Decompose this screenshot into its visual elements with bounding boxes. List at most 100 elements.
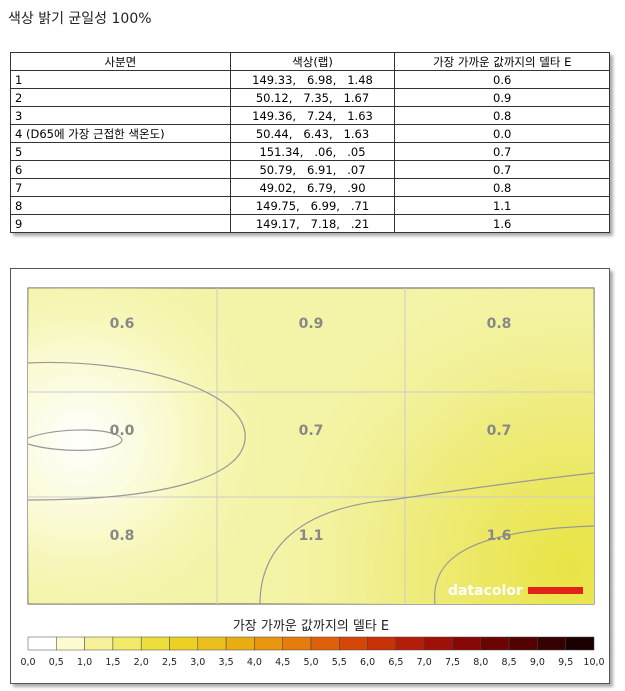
- color-swatch: [310, 636, 340, 651]
- table-row: 6 50.79, 6.91, .07 0.7: [10, 160, 610, 179]
- table-cell: 50.44, 6.43, 1.63: [229, 124, 396, 143]
- column-header: 사분면: [10, 52, 231, 71]
- table-cell: 8: [10, 196, 231, 215]
- color-swatch: [423, 636, 453, 651]
- table-cell: 149.36, 7.24, 1.63: [229, 106, 396, 125]
- table-row: 2 50.12, 7.35, 1.67 0.9: [10, 88, 610, 107]
- cell-labels: 0.6 0.9 0.8 0.0 0.7 0.7 0.8 1.1 1.6: [110, 316, 512, 544]
- cell-value: 0.8: [487, 316, 512, 332]
- scale-label: 9,0: [530, 657, 545, 668]
- cell-value: 0.7: [487, 423, 512, 439]
- color-swatch: [282, 636, 312, 651]
- table-row: 7 49.02, 6.79, .90 0.8: [10, 178, 610, 197]
- scale-label: 1,5: [105, 657, 120, 668]
- table: 사분면 색상(랩) 가장 가까운 값까지의 델타 E 1 149.33, 6.98…: [10, 52, 610, 233]
- table-cell: 1.1: [394, 196, 610, 215]
- cell-value: 1.6: [487, 528, 512, 544]
- table-cell: 0.9: [394, 88, 610, 107]
- scale-label: 6,5: [388, 657, 403, 668]
- scale-label: 0,5: [49, 657, 64, 668]
- scale-label: 5,0: [303, 657, 318, 668]
- table-cell: 49.02, 6.79, .90: [229, 178, 396, 197]
- table-body: 1 149.33, 6.98, 1.48 0.6 2 50.12, 7.35, 1.67…: [10, 70, 610, 233]
- table-cell: 5: [10, 142, 231, 161]
- color-swatch: [169, 636, 199, 651]
- scale-label: 5,5: [332, 657, 347, 668]
- table-cell: 6: [10, 160, 231, 179]
- color-swatch: [565, 636, 595, 651]
- color-swatch: [339, 636, 368, 651]
- color-swatch: [225, 636, 255, 651]
- table-cell: 50.12, 7.35, 1.67: [229, 88, 396, 107]
- header-row: 사분면 색상(랩) 가장 가까운 값까지의 델타 E: [10, 52, 610, 71]
- table-row: 4 (D65에 가장 근접한 색온도) 50.44, 6.43, 1.63 0.0: [10, 124, 610, 143]
- scale-label: 2,0: [134, 657, 149, 668]
- table-cell: 50.79, 6.91, .07: [229, 160, 396, 179]
- table-cell: 0.6: [394, 70, 610, 89]
- color-swatch: [537, 636, 566, 651]
- table-cell: 0.0: [394, 124, 610, 143]
- column-header: 색상(랩): [229, 52, 396, 71]
- table-cell: 3: [10, 106, 231, 125]
- table-row: 1 149.33, 6.98, 1.48 0.6: [10, 70, 610, 89]
- scale-label: 8,5: [502, 657, 517, 668]
- figure: datacolor 0.6 0.9 0.8 0.0 0.7 0.7 0.8 1.1 1.6 가장…: [10, 268, 610, 684]
- table-row: 5 151.34, .06, .05 0.7: [10, 142, 610, 161]
- color-swatch: [27, 636, 57, 651]
- table-row: 9 149.17, 7.18, .21 1.6: [10, 214, 610, 233]
- scale-label: 4,5: [275, 657, 290, 668]
- scale-label: 1,0: [77, 657, 92, 668]
- color-swatch: [508, 636, 538, 651]
- table-cell: 4 (D65에 가장 근접한 색온도): [10, 124, 231, 143]
- table-cell: 0.7: [394, 160, 610, 179]
- legend-title: 가장 가까운 값까지의 델타 E: [233, 619, 389, 634]
- table-cell: 0.7: [394, 142, 610, 161]
- cell-value: 0.7: [299, 423, 324, 439]
- scale-label: 10,0: [583, 657, 604, 668]
- table-cell: 2: [10, 88, 231, 107]
- scale-label: 7,5: [445, 657, 460, 668]
- scale-label: 2,5: [162, 657, 177, 668]
- color-swatch: [254, 636, 283, 651]
- title: 색상 밝기 균일성 100%: [8, 11, 152, 27]
- cell-value: 0.9: [299, 316, 324, 332]
- color-swatch: [56, 636, 85, 651]
- column-header: 가장 가까운 값까지의 델타 E: [394, 52, 610, 71]
- color-bar: 0,0 0,5 1,0 1,5 2,0 2,5 3,0 3,5 4,0 4,5 5,0 5,5 6,0 6…: [20, 636, 605, 668]
- scale-label: 7,0: [417, 657, 432, 668]
- table-row: 8 149.75, 6.99, .71 1.1: [10, 196, 610, 215]
- table-cell: 149.33, 6.98, 1.48: [229, 70, 396, 89]
- table-cell: 1: [10, 70, 231, 89]
- color-swatch: [84, 636, 114, 651]
- table-cell: 149.17, 7.18, .21: [229, 214, 396, 233]
- color-swatch: [452, 636, 482, 651]
- scale-label: 4,0: [247, 657, 262, 668]
- scale-label: 8,0: [473, 657, 488, 668]
- cell-value: 0.6: [110, 316, 135, 332]
- color-swatch: [367, 636, 397, 651]
- table-cell: 0.8: [394, 106, 610, 125]
- scale-label: 6,0: [360, 657, 375, 668]
- color-swatch: [112, 636, 142, 651]
- table-cell: 9: [10, 214, 231, 233]
- table-cell: 0.8: [394, 178, 610, 197]
- color-swatch: [480, 636, 510, 651]
- cell-value: 0.8: [110, 528, 135, 544]
- color-swatch: [395, 636, 425, 651]
- color-swatch: [197, 636, 227, 651]
- cell-value: 0.0: [110, 423, 135, 439]
- table-cell: 1.6: [394, 214, 610, 233]
- table-cell: 149.75, 6.99, .71: [229, 196, 396, 215]
- heatmap: datacolor: [27, 287, 595, 605]
- scale-label: 0,0: [20, 657, 35, 668]
- table-cell: 151.34, .06, .05: [229, 142, 396, 161]
- table-row: 3 149.36, 7.24, 1.63 0.8: [10, 106, 610, 125]
- scale-label: 9,5: [558, 657, 573, 668]
- table-cell: 7: [10, 178, 231, 197]
- logo: datacolor: [448, 583, 523, 599]
- color-swatch: [140, 636, 170, 651]
- scale-label: 3,5: [219, 657, 234, 668]
- scale-label: 3,0: [190, 657, 205, 668]
- cell-value: 1.1: [299, 528, 324, 544]
